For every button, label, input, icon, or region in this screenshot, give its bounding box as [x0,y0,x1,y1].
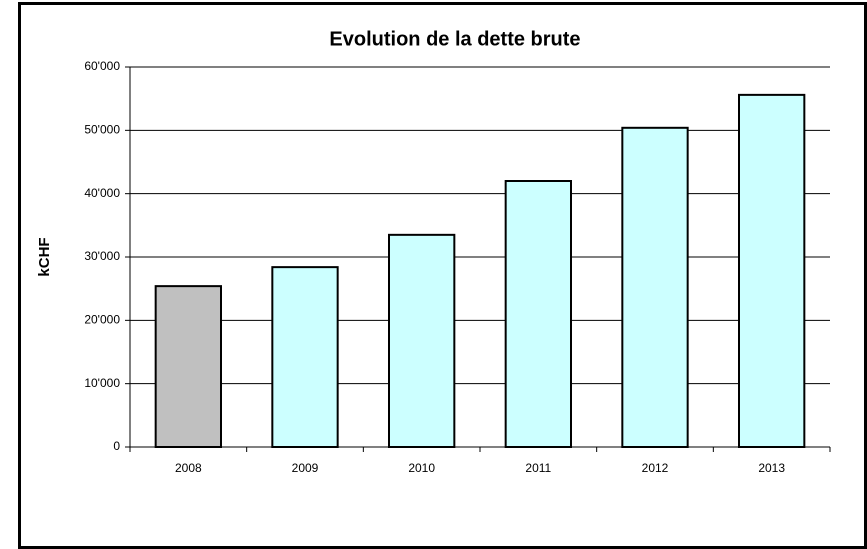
y-tick-label: 60'000 [84,59,120,73]
x-tick-label: 2011 [525,461,551,475]
chart-title: Evolution de la dette brute [329,28,580,50]
x-tick-label: 2012 [642,461,669,475]
x-tick-label: 2013 [758,461,785,475]
bar [621,126,689,449]
y-axis-label: kCHF [36,237,53,276]
y-tick-label: 0 [113,439,120,453]
bar [154,285,223,448]
bar [504,180,572,448]
bar [388,233,456,448]
y-tick-label: 30'000 [84,249,120,263]
y-tick-label: 50'000 [84,123,120,137]
x-tick-label: 2010 [408,461,435,475]
bar [271,266,339,448]
y-tick-label: 20'000 [84,313,120,327]
y-tick-label: 10'000 [84,376,120,390]
x-tick-label: 2008 [175,461,202,475]
bar [738,93,806,448]
x-tick-label: 2009 [292,461,319,475]
y-tick-label: 40'000 [84,186,120,200]
